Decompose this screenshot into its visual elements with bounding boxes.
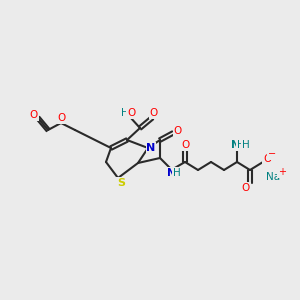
Text: N: N <box>167 168 176 178</box>
Text: H: H <box>121 108 129 118</box>
Text: Na: Na <box>266 172 280 182</box>
Text: H: H <box>173 168 181 178</box>
Text: O: O <box>127 108 135 118</box>
Text: O: O <box>174 126 182 136</box>
Text: O: O <box>58 113 66 123</box>
Text: O: O <box>150 108 158 118</box>
Text: H: H <box>237 140 245 150</box>
Text: N: N <box>146 143 156 153</box>
Text: +: + <box>278 167 286 177</box>
Text: N: N <box>231 140 239 150</box>
Text: H: H <box>242 140 250 150</box>
Text: O: O <box>181 140 189 150</box>
Text: O: O <box>263 154 271 164</box>
Text: −: − <box>268 149 276 159</box>
Text: O: O <box>242 183 250 193</box>
Text: S: S <box>117 178 125 188</box>
Text: O: O <box>30 110 38 120</box>
